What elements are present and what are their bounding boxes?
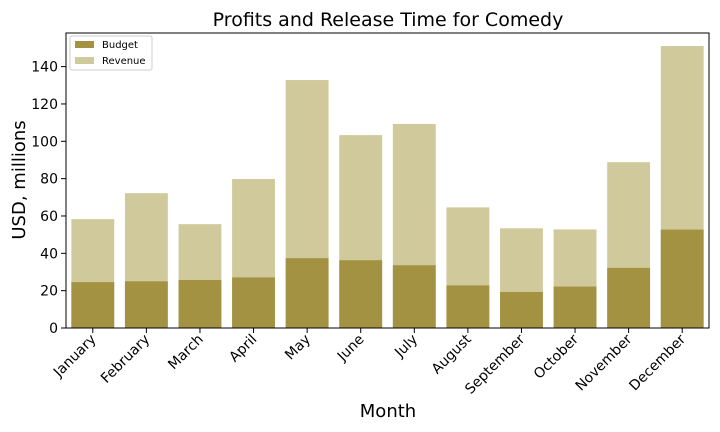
bar-budget-may: [285, 258, 329, 328]
bar-budget-july: [392, 265, 436, 328]
x-axis-label: Month: [360, 401, 416, 422]
bar-budget-april: [232, 277, 275, 328]
x-tick-label-july: July: [391, 332, 421, 362]
legend-label-budget: Budget: [102, 40, 138, 51]
y-tick-label: 60: [40, 209, 58, 225]
bars-layer: [71, 46, 704, 329]
x-tick-label-may: May: [282, 332, 314, 364]
x-tick-label-august: August: [429, 331, 475, 377]
bar-budget-december: [660, 229, 704, 328]
y-tick-label: 20: [40, 284, 58, 300]
plot-frame: [65, 32, 710, 329]
x-tick-label-december: December: [626, 331, 689, 394]
y-tick-label: 100: [31, 134, 58, 150]
chart-title: Profits and Release Time for Comedy: [213, 9, 564, 31]
legend-label-revenue: Revenue: [102, 56, 146, 67]
y-axis: 0 20 40 60 80 100 120 140: [31, 60, 66, 337]
bar-budget-october: [553, 286, 597, 328]
bar-budget-february: [124, 281, 168, 328]
legend: Budget Revenue: [69, 35, 153, 71]
x-tick-label-june: June: [334, 332, 368, 366]
y-axis-label: USD, millions: [9, 120, 30, 239]
legend-swatch-budget: [75, 41, 94, 48]
x-tick-label-january: January: [50, 332, 100, 382]
bar-budget-march: [178, 280, 222, 328]
legend-swatch-revenue: [75, 57, 94, 64]
bar-budget-september: [500, 291, 543, 328]
bar-budget-june: [339, 260, 383, 328]
y-tick-label: 120: [31, 97, 58, 113]
x-tick-label-october: October: [531, 331, 582, 382]
y-tick-label: 40: [40, 246, 58, 262]
x-tick-label-february: February: [98, 332, 153, 387]
y-tick-label: 80: [40, 172, 58, 188]
x-tick-label-march: March: [165, 332, 206, 373]
bar-budget-august: [446, 285, 490, 328]
y-tick-label: 140: [31, 60, 58, 76]
y-tick-label: 0: [49, 321, 58, 337]
x-tick-label-april: April: [226, 332, 260, 366]
x-tick-label-november: November: [573, 331, 636, 394]
bar-budget-january: [71, 282, 115, 328]
bar-budget-november: [607, 267, 651, 328]
